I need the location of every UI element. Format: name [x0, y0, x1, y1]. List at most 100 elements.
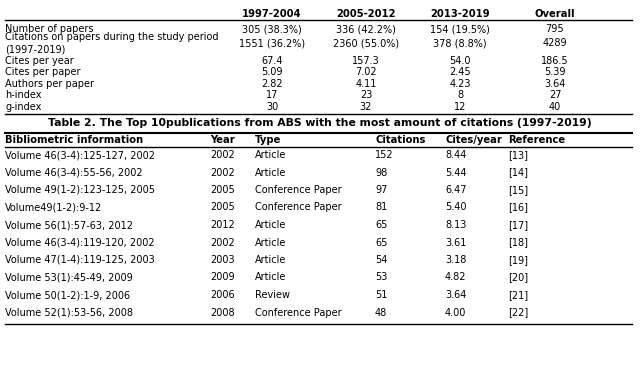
Text: 2003: 2003	[210, 255, 235, 265]
Text: 40: 40	[549, 102, 561, 112]
Text: 12: 12	[454, 102, 466, 112]
Text: 152: 152	[375, 150, 394, 160]
Text: 305 (38.3%): 305 (38.3%)	[242, 24, 302, 34]
Text: 5.44: 5.44	[445, 167, 467, 178]
Text: 186.5: 186.5	[541, 56, 569, 66]
Text: Volume 46(3-4):55-56, 2002: Volume 46(3-4):55-56, 2002	[5, 167, 143, 178]
Text: Citations: Citations	[375, 135, 426, 145]
Text: Bibliometric information: Bibliometric information	[5, 135, 143, 145]
Text: 2008: 2008	[210, 308, 235, 317]
Text: Number of papers: Number of papers	[5, 24, 93, 34]
Text: 3.18: 3.18	[445, 255, 467, 265]
Text: 154 (19.5%): 154 (19.5%)	[430, 24, 490, 34]
Text: [15]: [15]	[508, 185, 528, 195]
Text: 98: 98	[375, 167, 387, 178]
Text: 2005-2012: 2005-2012	[336, 9, 396, 19]
Text: 67.4: 67.4	[261, 56, 283, 66]
Text: Conference Paper: Conference Paper	[255, 202, 342, 213]
Text: [17]: [17]	[508, 220, 528, 230]
Text: [14]: [14]	[508, 167, 528, 178]
Text: 23: 23	[360, 90, 372, 100]
Text: 65: 65	[375, 238, 387, 247]
Text: 4.82: 4.82	[445, 273, 467, 282]
Text: 2005: 2005	[210, 185, 235, 195]
Text: Authors per paper: Authors per paper	[5, 79, 94, 89]
Text: Conference Paper: Conference Paper	[255, 185, 342, 195]
Text: Table 2. The Top 10publications from ABS with the most amount of citations (1997: Table 2. The Top 10publications from ABS…	[48, 118, 592, 128]
Text: [21]: [21]	[508, 290, 528, 300]
Text: 4.23: 4.23	[449, 79, 471, 89]
Text: Cites per paper: Cites per paper	[5, 67, 81, 77]
Text: Volume 47(1-4):119-125, 2003: Volume 47(1-4):119-125, 2003	[5, 255, 155, 265]
Text: 8.13: 8.13	[445, 220, 467, 230]
Text: Volume 53(1):45-49, 2009: Volume 53(1):45-49, 2009	[5, 273, 132, 282]
Text: Reference: Reference	[508, 135, 565, 145]
Text: Article: Article	[255, 150, 286, 160]
Text: 8: 8	[457, 90, 463, 100]
Text: [20]: [20]	[508, 273, 528, 282]
Text: 2005: 2005	[210, 202, 235, 213]
Text: 97: 97	[375, 185, 387, 195]
Text: 3.64: 3.64	[544, 79, 566, 89]
Text: 795: 795	[546, 24, 564, 34]
Text: 2002: 2002	[210, 167, 235, 178]
Text: 81: 81	[375, 202, 387, 213]
Text: Cites/year: Cites/year	[445, 135, 502, 145]
Text: Year: Year	[210, 135, 235, 145]
Text: 2.82: 2.82	[261, 79, 283, 89]
Text: Citations on papers during the study period
(1997-2019): Citations on papers during the study per…	[5, 32, 218, 54]
Text: Article: Article	[255, 238, 286, 247]
Text: Article: Article	[255, 255, 286, 265]
Text: Volume 49(1-2):123-125, 2005: Volume 49(1-2):123-125, 2005	[5, 185, 155, 195]
Text: [19]: [19]	[508, 255, 528, 265]
Text: 5.40: 5.40	[445, 202, 467, 213]
Text: 2360 (55.0%): 2360 (55.0%)	[333, 38, 399, 48]
Text: 5.39: 5.39	[544, 67, 566, 77]
Text: 157.3: 157.3	[352, 56, 380, 66]
Text: 48: 48	[375, 308, 387, 317]
Text: 54.0: 54.0	[449, 56, 471, 66]
Text: 65: 65	[375, 220, 387, 230]
Text: 2002: 2002	[210, 150, 235, 160]
Text: [13]: [13]	[508, 150, 528, 160]
Text: [22]: [22]	[508, 308, 528, 317]
Text: Article: Article	[255, 220, 286, 230]
Text: Volume49(1-2):9-12: Volume49(1-2):9-12	[5, 202, 102, 213]
Text: 54: 54	[375, 255, 387, 265]
Text: g-index: g-index	[5, 102, 42, 112]
Text: Type: Type	[255, 135, 282, 145]
Text: 2012: 2012	[210, 220, 235, 230]
Text: 3.64: 3.64	[445, 290, 467, 300]
Text: 2.45: 2.45	[449, 67, 471, 77]
Text: 30: 30	[266, 102, 278, 112]
Text: 4.11: 4.11	[355, 79, 377, 89]
Text: 5.09: 5.09	[261, 67, 283, 77]
Text: [18]: [18]	[508, 238, 528, 247]
Text: Review: Review	[255, 290, 290, 300]
Text: 27: 27	[548, 90, 561, 100]
Text: 378 (8.8%): 378 (8.8%)	[433, 38, 487, 48]
Text: Volume 52(1):53-56, 2008: Volume 52(1):53-56, 2008	[5, 308, 133, 317]
Text: 7.02: 7.02	[355, 67, 377, 77]
Text: Conference Paper: Conference Paper	[255, 308, 342, 317]
Text: 1551 (36.2%): 1551 (36.2%)	[239, 38, 305, 48]
Text: Article: Article	[255, 273, 286, 282]
Text: 2009: 2009	[210, 273, 235, 282]
Text: 17: 17	[266, 90, 278, 100]
Text: Volume 50(1-2):1-9, 2006: Volume 50(1-2):1-9, 2006	[5, 290, 130, 300]
Text: Volume 46(3-4):119-120, 2002: Volume 46(3-4):119-120, 2002	[5, 238, 155, 247]
Text: 53: 53	[375, 273, 387, 282]
Text: 4289: 4289	[543, 38, 567, 48]
Text: 32: 32	[360, 102, 372, 112]
Text: 6.47: 6.47	[445, 185, 467, 195]
Text: Article: Article	[255, 167, 286, 178]
Text: Overall: Overall	[535, 9, 575, 19]
Text: h-index: h-index	[5, 90, 42, 100]
Text: 1997-2004: 1997-2004	[242, 9, 302, 19]
Text: 2013-2019: 2013-2019	[430, 9, 490, 19]
Text: 4.00: 4.00	[445, 308, 467, 317]
Text: 3.61: 3.61	[445, 238, 467, 247]
Text: 8.44: 8.44	[445, 150, 467, 160]
Text: Volume 56(1):57-63, 2012: Volume 56(1):57-63, 2012	[5, 220, 133, 230]
Text: Volume 46(3-4):125-127, 2002: Volume 46(3-4):125-127, 2002	[5, 150, 155, 160]
